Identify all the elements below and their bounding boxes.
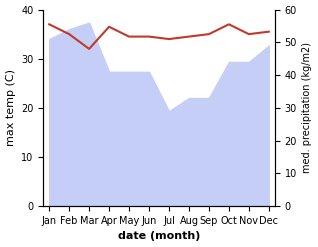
X-axis label: date (month): date (month) xyxy=(118,231,200,242)
Y-axis label: max temp (C): max temp (C) xyxy=(5,69,16,146)
Y-axis label: med. precipitation (kg/m2): med. precipitation (kg/m2) xyxy=(302,42,313,173)
